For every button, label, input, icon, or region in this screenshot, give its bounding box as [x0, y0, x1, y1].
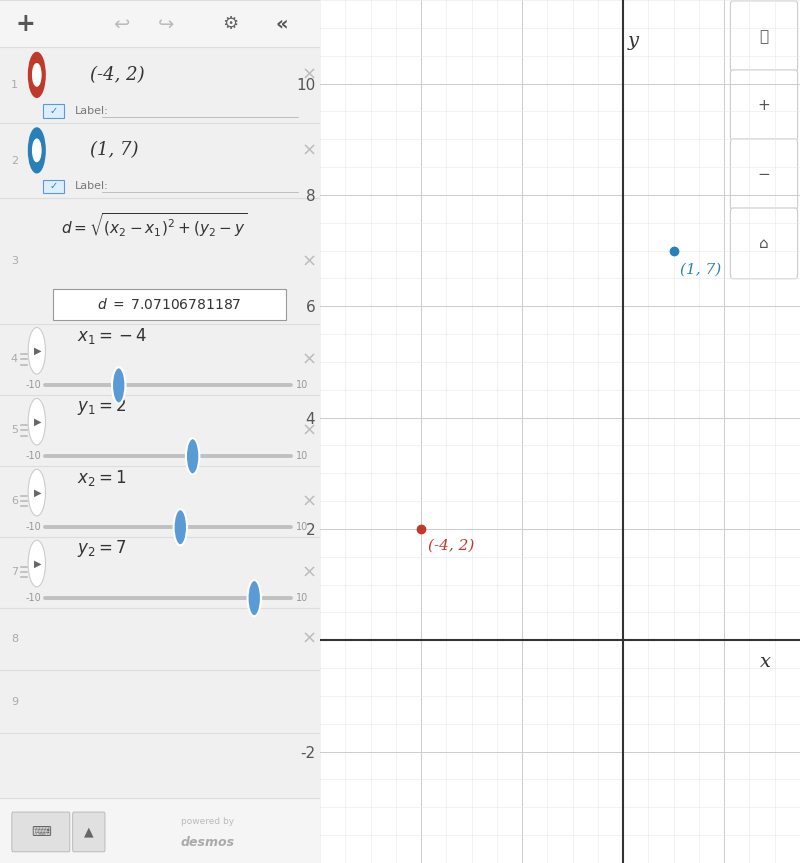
Text: 5: 5 [11, 425, 18, 435]
Bar [0, 0, 320, 47]
Text: $d = \sqrt{(x_2-x_1)^2+(y_2-y}$: $d = \sqrt{(x_2-x_1)^2+(y_2-y}$ [61, 211, 247, 239]
Text: (1, 7): (1, 7) [680, 263, 721, 277]
Text: $y_2 = 7$: $y_2 = 7$ [77, 539, 126, 559]
Text: x: x [760, 652, 770, 671]
Text: ×: × [302, 66, 316, 84]
Text: $x_1 = -4$: $x_1 = -4$ [77, 326, 147, 346]
Text: ✓: ✓ [50, 181, 58, 192]
FancyBboxPatch shape [12, 812, 70, 852]
Text: ×: × [302, 252, 316, 270]
Text: −: − [758, 167, 770, 182]
Text: 9: 9 [11, 696, 18, 707]
Text: 10: 10 [296, 593, 309, 603]
Text: ⚙: ⚙ [222, 15, 238, 33]
Text: ×: × [302, 492, 316, 510]
Text: 6: 6 [11, 496, 18, 507]
FancyBboxPatch shape [730, 208, 798, 279]
Text: 2: 2 [11, 155, 18, 166]
Text: desmos: desmos [181, 835, 235, 849]
Text: ▲: ▲ [84, 825, 94, 839]
Text: ▶: ▶ [34, 417, 42, 426]
Text: ×: × [302, 142, 316, 160]
FancyBboxPatch shape [54, 288, 286, 319]
Bar [0, 798, 320, 863]
Text: -10: -10 [26, 593, 42, 603]
Circle shape [29, 53, 45, 98]
Text: Label:: Label: [75, 181, 109, 192]
Text: ×: × [302, 564, 316, 581]
Text: ↪: ↪ [158, 14, 174, 34]
Text: (1, 7): (1, 7) [90, 142, 138, 160]
FancyBboxPatch shape [43, 180, 64, 193]
FancyBboxPatch shape [730, 139, 798, 210]
Circle shape [29, 128, 45, 173]
Text: ⌂: ⌂ [759, 236, 769, 251]
Text: 8: 8 [11, 634, 18, 644]
Text: Label:: Label: [75, 106, 109, 116]
Text: (-4, 2): (-4, 2) [428, 539, 474, 553]
Text: -10: -10 [26, 522, 42, 532]
Text: 1: 1 [11, 80, 18, 91]
Circle shape [174, 509, 187, 545]
Text: ×: × [302, 350, 316, 369]
FancyBboxPatch shape [73, 812, 105, 852]
FancyBboxPatch shape [730, 70, 798, 141]
Text: «: « [275, 14, 288, 34]
Text: ▶: ▶ [34, 346, 42, 356]
Text: 10: 10 [296, 381, 309, 390]
Text: powered by: powered by [182, 817, 234, 826]
Text: y: y [628, 32, 639, 50]
Text: $x_2 = 1$: $x_2 = 1$ [77, 468, 126, 488]
FancyBboxPatch shape [730, 1, 798, 72]
Circle shape [33, 139, 41, 161]
Text: ×: × [302, 421, 316, 439]
Text: -10: -10 [26, 381, 42, 390]
Text: 10: 10 [296, 451, 309, 462]
Circle shape [112, 368, 126, 404]
Text: (-4, 2): (-4, 2) [90, 66, 144, 84]
Text: $d\;=\;7.07106781187$: $d\;=\;7.07106781187$ [98, 297, 242, 312]
Circle shape [247, 580, 261, 616]
Text: -10: -10 [26, 451, 42, 462]
Text: 4: 4 [11, 355, 18, 364]
Text: +: + [758, 98, 770, 113]
Text: 7: 7 [11, 567, 18, 577]
Circle shape [28, 327, 46, 374]
Text: $y_1 = 2$: $y_1 = 2$ [77, 396, 126, 418]
Circle shape [28, 469, 46, 516]
Text: ▶: ▶ [34, 558, 42, 569]
Circle shape [28, 399, 46, 445]
FancyBboxPatch shape [43, 104, 64, 118]
Circle shape [186, 438, 199, 475]
Text: +: + [16, 12, 35, 35]
Text: 🔧: 🔧 [759, 28, 769, 44]
Circle shape [33, 64, 41, 86]
Text: 10: 10 [296, 522, 309, 532]
Text: 3: 3 [11, 256, 18, 266]
Text: ▶: ▶ [34, 488, 42, 498]
Circle shape [28, 540, 46, 587]
Text: ✓: ✓ [50, 106, 58, 116]
Text: ↩: ↩ [114, 14, 130, 34]
Text: ×: × [302, 630, 316, 648]
Text: ⌨: ⌨ [31, 825, 51, 839]
